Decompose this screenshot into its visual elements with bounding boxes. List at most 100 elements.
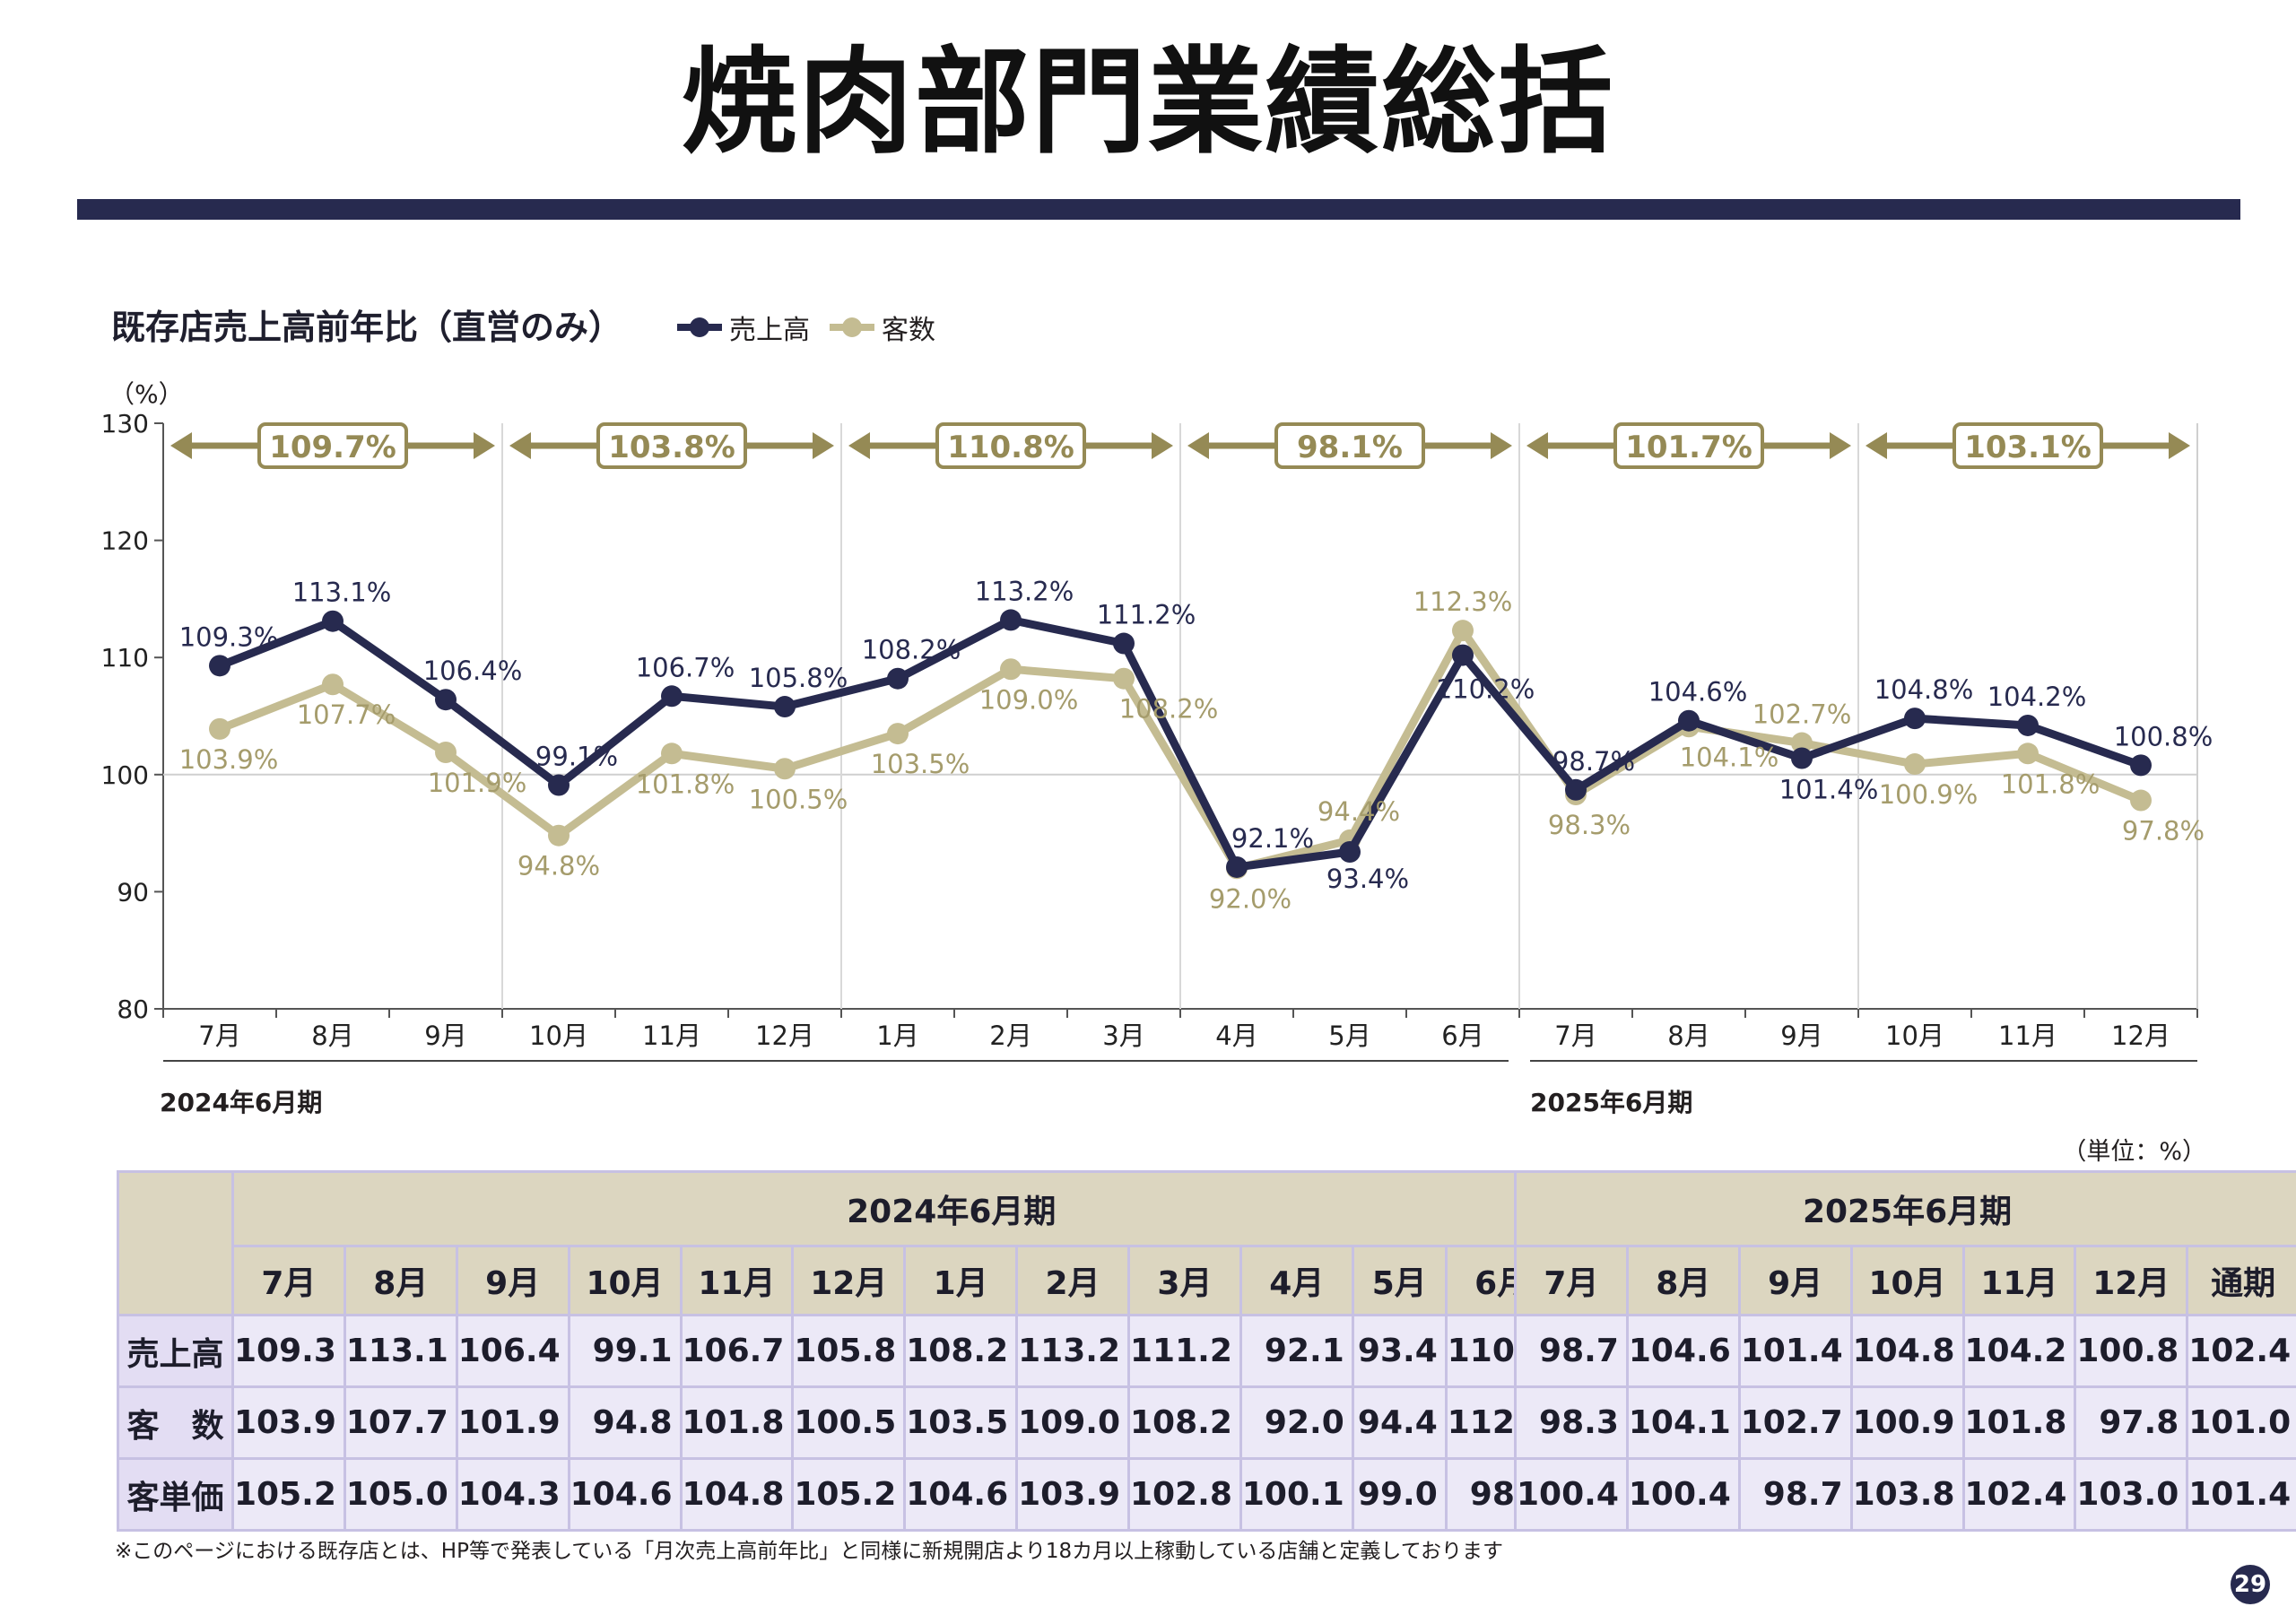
table-cell: 102.4 bbox=[2186, 1314, 2296, 1388]
table-cell: 99.0 bbox=[1351, 1457, 1448, 1532]
sales-data-label: 100.8% bbox=[2114, 721, 2213, 751]
table-header-row: 2025年6月期 bbox=[1513, 1170, 2296, 1247]
quarter-arrow-head-right bbox=[813, 432, 834, 459]
x-tick-label: 1月 bbox=[876, 1020, 918, 1051]
sales-point bbox=[209, 655, 230, 677]
sales-point bbox=[1904, 708, 1926, 730]
quarter-average-box bbox=[1274, 422, 1425, 469]
sales-data-label: 104.6% bbox=[1648, 677, 1748, 708]
sales-point bbox=[1791, 747, 1813, 769]
y-tick-label: 110 bbox=[101, 643, 149, 673]
x-tick-label: 7月 bbox=[1554, 1020, 1596, 1051]
sales-data-label: 99.1% bbox=[535, 742, 618, 772]
sales-data-label: 106.7% bbox=[636, 652, 735, 682]
table-cell: 100.5 bbox=[791, 1385, 907, 1460]
table-corner bbox=[117, 1170, 234, 1316]
sales-point bbox=[1113, 632, 1135, 655]
table-cell: 113.1 bbox=[343, 1314, 458, 1388]
sales-data-label: 98.7% bbox=[1552, 746, 1635, 777]
legend-item-sales: 売上高 bbox=[677, 308, 810, 347]
table-column-header: 3月 bbox=[1127, 1245, 1242, 1316]
x-tick-label: 7月 bbox=[198, 1020, 240, 1051]
table-cell: 109.0 bbox=[1015, 1385, 1130, 1460]
table-column-header: 11月 bbox=[1961, 1245, 2077, 1316]
sales-series-line bbox=[218, 615, 2143, 872]
sales-point bbox=[2130, 754, 2152, 777]
x-tick-label: 11月 bbox=[1998, 1020, 2057, 1051]
customers-data-label: 101.9% bbox=[428, 768, 527, 798]
table-row: 100.4 100.4 98.7 103.8 102.4 103.0 101.4 bbox=[1514, 1457, 2296, 1532]
footnote: ※このページにおける既存店とは、HP等で発表している「月次売上高前年比」と同様に… bbox=[115, 1540, 1504, 1563]
table-cell: 106.4 bbox=[455, 1314, 570, 1388]
table-cell: 102.4 bbox=[1961, 1457, 2077, 1532]
sales-data-label: 113.2% bbox=[975, 576, 1074, 606]
table-months-row: 7月8月9月10月11月12月1月2月3月4月5月6月通期 bbox=[118, 1245, 1672, 1316]
table-period-header: 2024年6月期 bbox=[231, 1170, 1672, 1247]
table-cell: 108.2 bbox=[1127, 1385, 1242, 1460]
table-column-header: 10月 bbox=[1849, 1245, 1965, 1316]
customers-data-label: 104.1% bbox=[1680, 742, 1779, 772]
sales-point bbox=[1678, 709, 1700, 732]
table-row: 98.3 104.1 102.7 100.9 101.8 97.8 101.0 bbox=[1514, 1385, 2296, 1460]
table-column-header: 9月 bbox=[455, 1245, 570, 1316]
customers-data-label: 101.8% bbox=[2001, 769, 2100, 799]
x-tick-label: 10月 bbox=[1885, 1020, 1944, 1051]
table-row: 客 数 103.9 107.7 101.9 94.8 101.8 100.5 103.5 109… bbox=[117, 1385, 1672, 1460]
line-chart: 80 90 100 110 120 130 7月 8月 9月 10月 11月 12月 1月 2月 3月 4月 5… bbox=[101, 409, 2213, 1062]
quarter-average-box bbox=[596, 422, 747, 469]
x-tick-label: 9月 bbox=[424, 1020, 466, 1051]
table-cell: 98.3 bbox=[1514, 1385, 1629, 1460]
sales-data-label: 109.3% bbox=[179, 621, 279, 652]
table-cell: 103.8 bbox=[1849, 1457, 1965, 1532]
table-row-header: 売上高 bbox=[117, 1314, 234, 1388]
customers-data-label: 101.8% bbox=[636, 769, 735, 799]
table-cell: 100.4 bbox=[1625, 1457, 1741, 1532]
table-cell: 97.8 bbox=[2074, 1385, 2189, 1460]
table-cell: 108.2 bbox=[903, 1314, 1019, 1388]
quarter-average-label: 103.8% bbox=[608, 430, 735, 465]
table-cell: 101.8 bbox=[679, 1385, 795, 1460]
table-cell: 102.7 bbox=[1737, 1385, 1853, 1460]
sales-point bbox=[435, 689, 457, 711]
x-tick-label: 6月 bbox=[1441, 1020, 1483, 1051]
sales-data-label: 110.2% bbox=[1436, 674, 1535, 705]
sales-point bbox=[1339, 840, 1361, 863]
sales-data-label: 104.8% bbox=[1874, 674, 1974, 705]
table-cell: 103.5 bbox=[903, 1385, 1019, 1460]
sales-point bbox=[661, 685, 683, 708]
table-cell: 104.2 bbox=[1961, 1314, 2077, 1388]
table-row: 客単価 105.2 105.0 104.3 104.6 104.8 105.2 104.6 10… bbox=[117, 1457, 1672, 1532]
customers-point bbox=[1904, 753, 1926, 776]
customers-point bbox=[322, 673, 344, 696]
period-label-2025: 2025年6月期 bbox=[1530, 1088, 1693, 1117]
table-cell: 105.2 bbox=[231, 1457, 346, 1532]
legend-swatch-customers bbox=[830, 317, 874, 337]
quarter-arrow-head-left bbox=[1526, 432, 1548, 459]
table-cell: 101.4 bbox=[2186, 1457, 2296, 1532]
customers-series-line bbox=[218, 626, 2143, 873]
x-tick-label: 11月 bbox=[642, 1020, 701, 1051]
sales-point bbox=[322, 610, 344, 632]
table-column-header: 9月 bbox=[1737, 1245, 1853, 1316]
quarter-arrow-head-left bbox=[1866, 432, 1887, 459]
x-tick-label: 10月 bbox=[529, 1020, 588, 1051]
table-header-row: 2024年6月期 bbox=[117, 1170, 1672, 1316]
customers-point bbox=[774, 758, 796, 780]
table-cell: 106.7 bbox=[679, 1314, 795, 1388]
customers-point bbox=[1452, 620, 1474, 642]
table-cell: 102.8 bbox=[1127, 1457, 1242, 1532]
table-cell: 104.6 bbox=[903, 1457, 1019, 1532]
table-cell: 94.8 bbox=[567, 1385, 683, 1460]
table-column-header: 12月 bbox=[2074, 1245, 2189, 1316]
table-cell: 103.9 bbox=[1015, 1457, 1130, 1532]
table-cell: 100.8 bbox=[2074, 1314, 2189, 1388]
quarter-average-label: 98.1% bbox=[1297, 430, 1403, 465]
table-row: 売上高 109.3 113.1 106.4 99.1 106.7 105.8 108.2 113… bbox=[117, 1314, 1672, 1388]
table-column-header: 5月 bbox=[1351, 1245, 1448, 1316]
customers-data-label: 100.5% bbox=[749, 784, 848, 814]
table-cell: 105.8 bbox=[791, 1314, 907, 1388]
quarter-average-label: 101.7% bbox=[1625, 430, 1752, 465]
sales-point bbox=[548, 774, 570, 796]
customers-point bbox=[661, 743, 683, 765]
customers-data-label: 97.8% bbox=[2122, 816, 2205, 847]
